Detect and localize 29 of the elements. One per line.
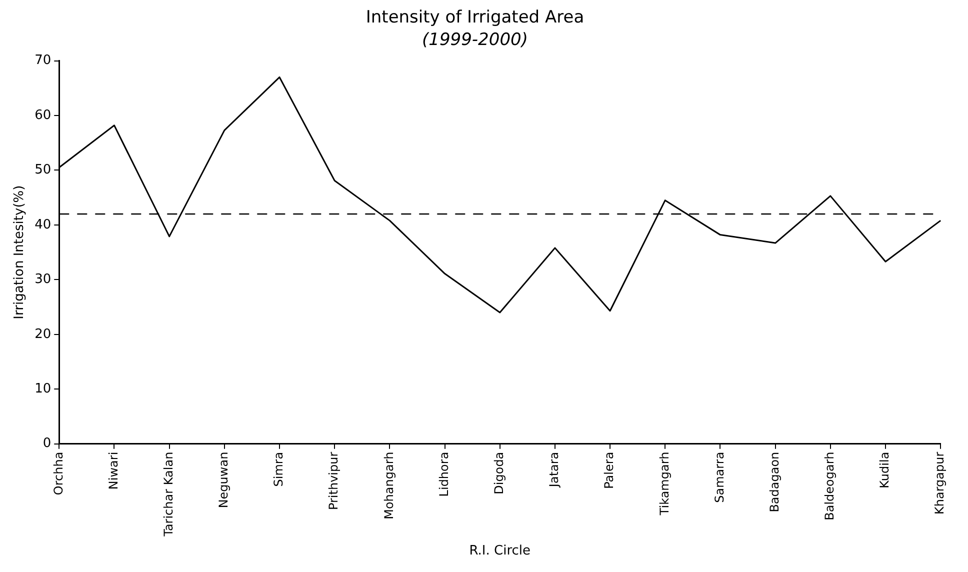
x-tick-label: Tarichar Kalan (161, 452, 176, 538)
y-tick-label: 30 (34, 272, 52, 288)
y-tick-label: 40 (34, 217, 52, 232)
x-tick-label: Lidhora (436, 452, 451, 497)
x-tick-label: Khargapur (932, 452, 947, 515)
y-tick-label: 50 (34, 162, 52, 178)
y-axis-title: Irrigation Intesity(%) (12, 185, 28, 320)
y-tick-label: 20 (34, 326, 52, 342)
x-tick-label: Prithvipur (326, 452, 341, 510)
x-tick-label: Tikamgarh (657, 452, 672, 516)
x-axis-title: R.I. Circle (469, 544, 531, 559)
x-tick-label: Baldeogarh (822, 452, 837, 520)
x-tick-label: Orchha (51, 452, 66, 496)
x-tick-label: Niwari (106, 452, 120, 490)
x-tick-label: Digoda (492, 452, 506, 494)
x-tick-label: Jatara (547, 452, 562, 488)
x-tick-label: Neguwan (216, 452, 231, 508)
chart-title: Intensity of Irrigated Area (366, 8, 584, 28)
y-tick-label: 60 (34, 108, 52, 123)
x-tick-label: Mohangarh (382, 452, 396, 520)
y-tick-label: 0 (42, 436, 52, 452)
x-tick-label: Palera (602, 452, 616, 489)
x-tick-label: Simra (272, 452, 286, 487)
x-tick-label: Badagaon (767, 452, 782, 512)
y-tick-label: 70 (34, 53, 52, 68)
x-tick-label: Samarra (712, 452, 726, 503)
y-tick-label: 10 (34, 381, 52, 396)
x-tick-label: Kudila (878, 452, 892, 488)
chart-subtitle: (1999-2000) (422, 30, 528, 50)
